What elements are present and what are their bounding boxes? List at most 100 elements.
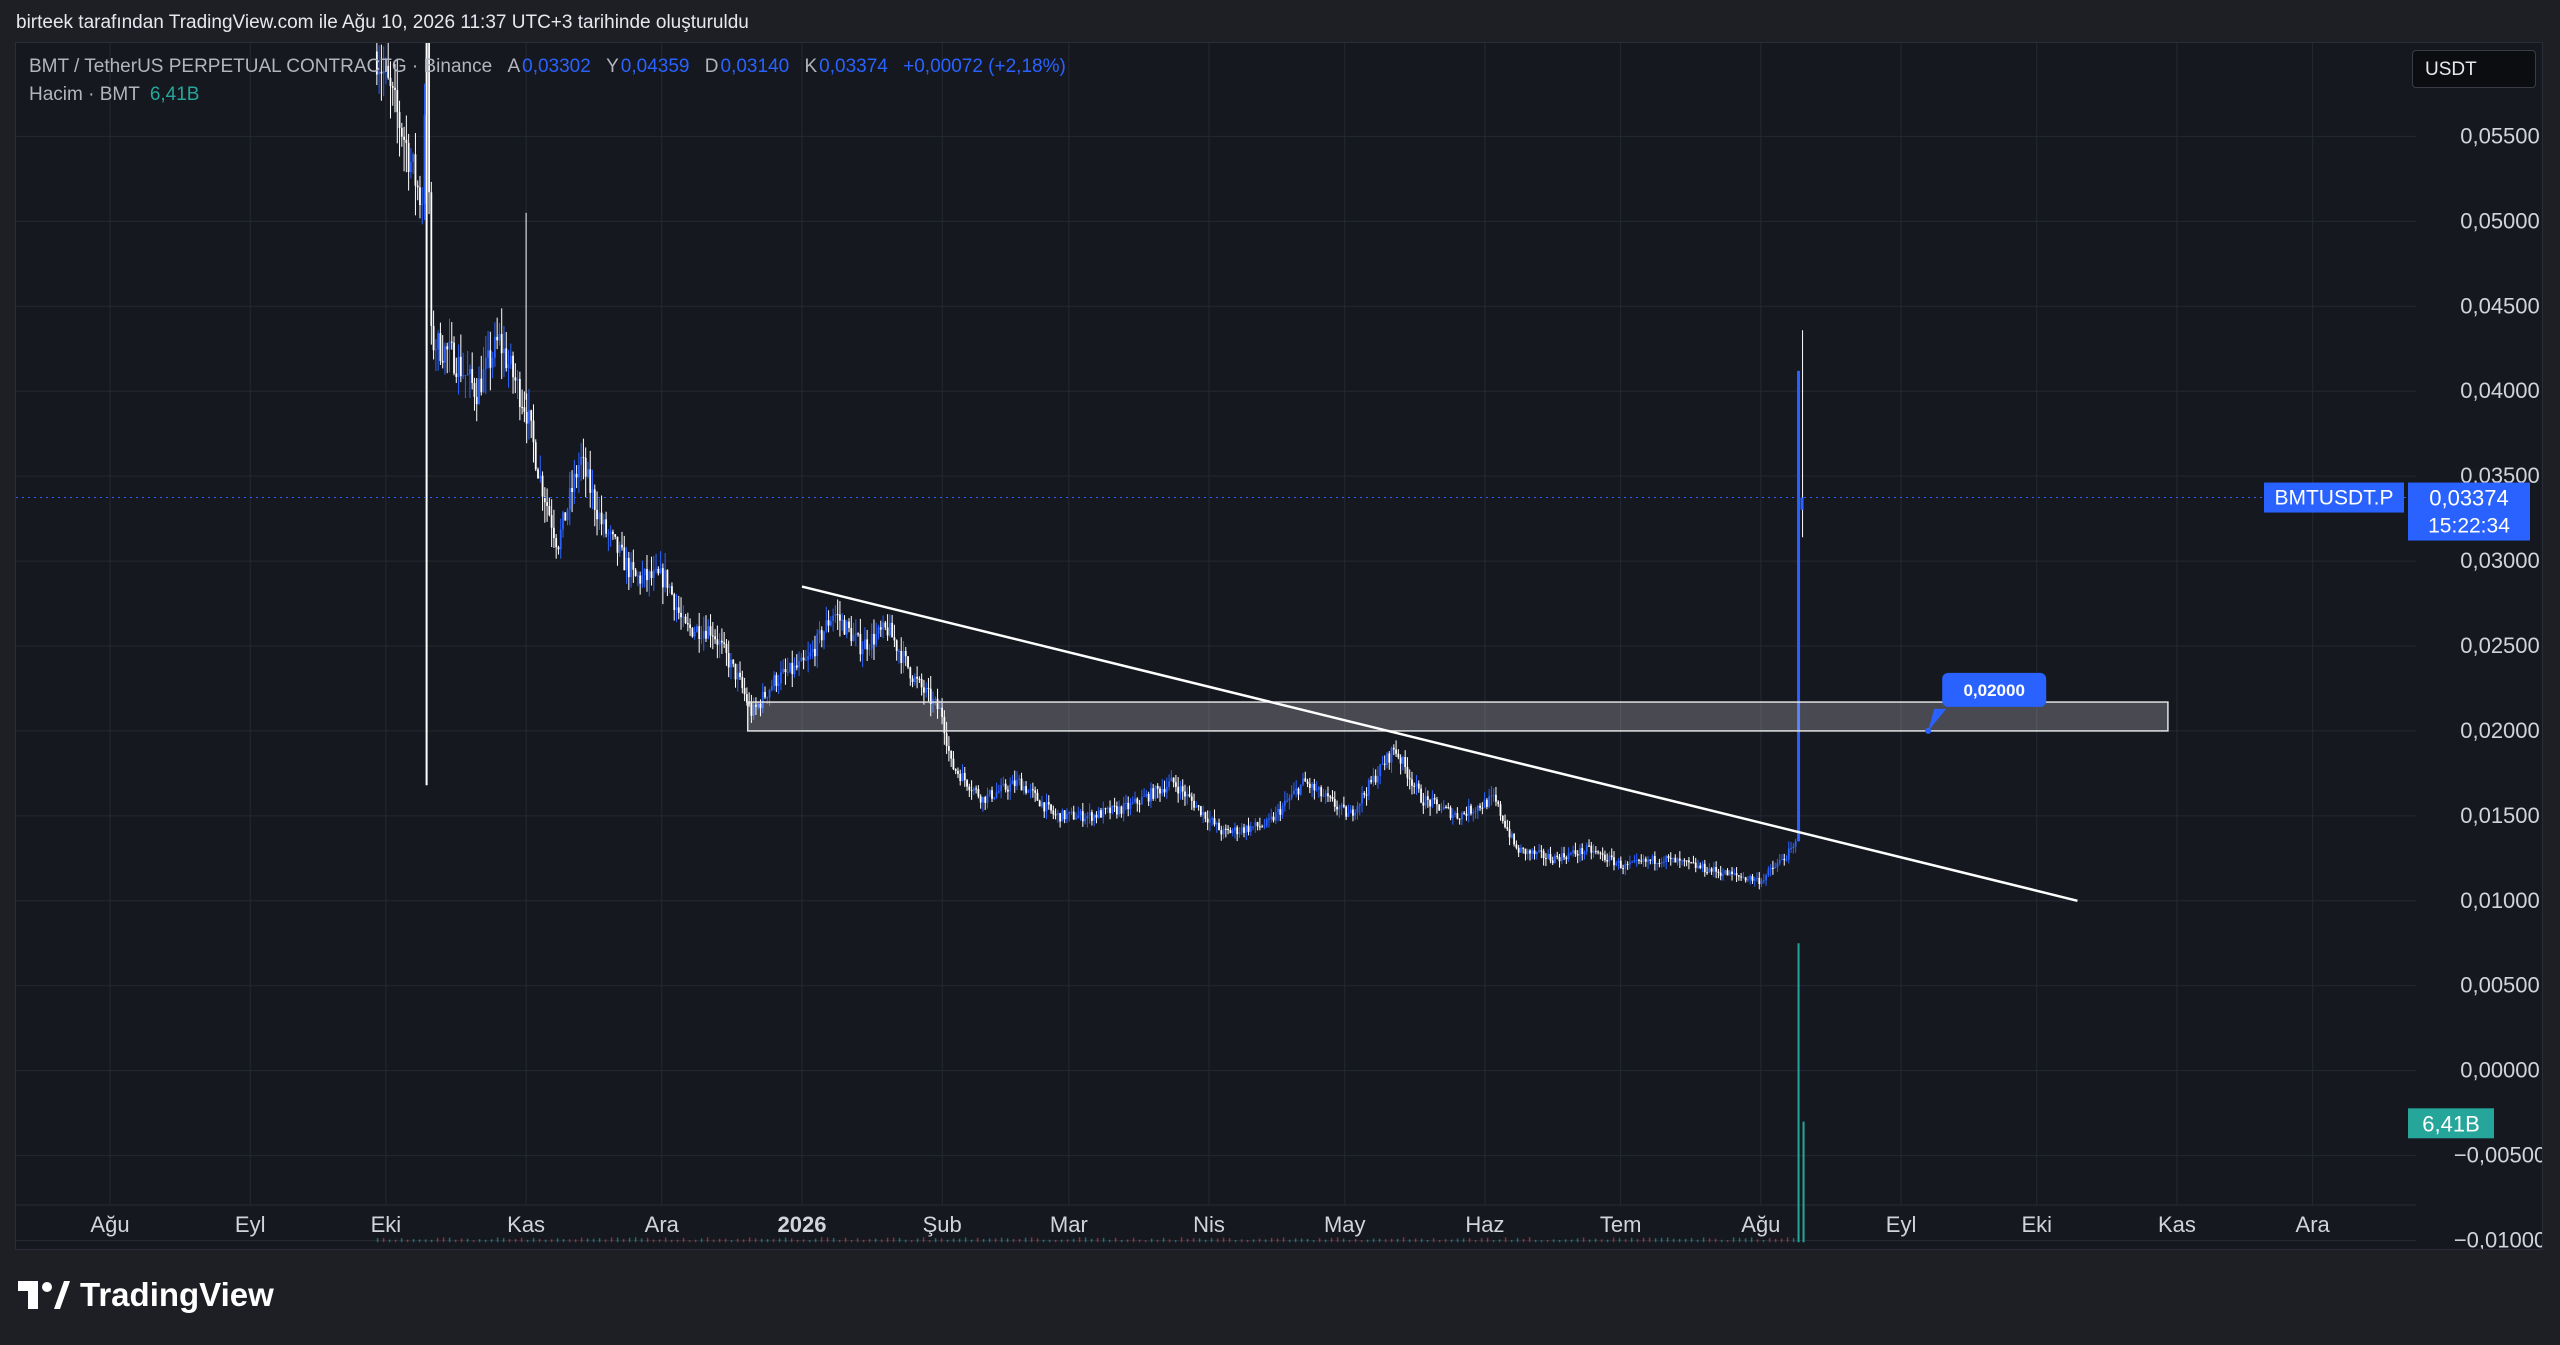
candle-body [1170, 777, 1173, 782]
currency-button[interactable]: USDT [2412, 50, 2536, 88]
candle-body [1406, 767, 1409, 778]
candle-body [1535, 851, 1538, 855]
chart-panel[interactable]: 0,05500 0,05000 0,04500 0,04000 0,03500 0,030… [15, 42, 2543, 1250]
candle-body [918, 678, 921, 680]
candle-body [825, 620, 828, 632]
volume-bar [1324, 1239, 1327, 1243]
candle-body [1417, 783, 1420, 789]
volume-bar [1546, 1239, 1549, 1243]
candle-body [764, 691, 766, 698]
candle-body [888, 622, 891, 636]
candle-body [518, 378, 521, 408]
candle-body [1594, 850, 1597, 852]
candle-body [730, 659, 732, 668]
candle-body [691, 628, 694, 637]
candle-body [1054, 814, 1057, 816]
candle-body [1086, 815, 1089, 819]
candle-body [1644, 858, 1647, 862]
candle-body [693, 631, 696, 637]
candle-body [798, 661, 800, 668]
candle-body [439, 333, 442, 361]
candle-body [1445, 806, 1447, 808]
candle-body [1043, 802, 1046, 812]
candle-body [1508, 829, 1511, 838]
candle-body [1454, 813, 1456, 815]
candle-body [1579, 848, 1581, 856]
symbol-tag[interactable] [2264, 482, 2404, 513]
candle-body [1297, 788, 1300, 795]
volume-bar [898, 1237, 901, 1243]
candle-body [1290, 794, 1293, 799]
candle-body [1295, 788, 1298, 791]
zone-callout-pointer [1928, 708, 1947, 731]
candle-body [564, 512, 567, 521]
volume-bar [868, 1239, 871, 1243]
candle-body [1642, 858, 1645, 862]
candle-body [573, 473, 576, 493]
candle-body [503, 348, 505, 354]
volume-bar [1192, 1238, 1195, 1243]
candle-body [702, 630, 705, 639]
candle-body [1401, 757, 1404, 764]
candle-body [1340, 804, 1343, 808]
volume-bar [1540, 1240, 1543, 1243]
candle-body [705, 630, 707, 639]
candle-body [1697, 865, 1699, 868]
candle-body [1556, 855, 1559, 858]
price-chart[interactable]: 0,055000,050000,045000,040000,035000,030… [16, 43, 2542, 1249]
candle-body [1638, 859, 1640, 861]
volume-badge[interactable] [2408, 1108, 2494, 1139]
candle-body [982, 796, 984, 803]
candle-body [1188, 794, 1191, 797]
candle-body [419, 187, 421, 205]
last-price-box[interactable] [2408, 482, 2530, 541]
candle-body [811, 648, 814, 653]
volume-bar [1456, 1238, 1459, 1243]
tradingview-logo[interactable]: TradingView [18, 1276, 274, 1314]
volume-bar [652, 1239, 655, 1243]
candle-body [1599, 852, 1602, 854]
candle-body [743, 688, 746, 695]
volume-bar [1240, 1239, 1243, 1243]
candle-body [741, 677, 744, 689]
candle-body [898, 650, 900, 652]
x-tick-label: Nis [1193, 1212, 1225, 1237]
candle-body [1526, 850, 1529, 855]
trendline[interactable] [801, 585, 2078, 903]
volume-bar [664, 1237, 667, 1243]
volume-bar [1642, 1237, 1645, 1243]
candle-body [873, 633, 875, 645]
candle-body [1787, 848, 1790, 860]
candle-body [462, 375, 465, 377]
volume-bar [916, 1238, 919, 1243]
zone-callout-box[interactable] [1942, 672, 2047, 707]
symbol-name[interactable]: BMT / TetherUS PERPETUAL CONTRACT [29, 56, 392, 77]
volume-label[interactable]: Hacim · BMT [29, 84, 140, 105]
volume-bar [994, 1238, 997, 1243]
candle-body [1072, 811, 1075, 820]
candle-body [455, 373, 458, 378]
candle-body [1447, 806, 1450, 808]
candle-body [1004, 783, 1007, 790]
candle-body [963, 772, 966, 781]
candle-body [1115, 806, 1118, 815]
candle-body [1422, 802, 1425, 806]
x-tick-label: Ağu [1741, 1212, 1780, 1237]
candle-body [1765, 875, 1767, 881]
candle-body [827, 620, 830, 626]
volume-bar [1306, 1238, 1309, 1243]
candle-body [400, 127, 403, 137]
candle-body [1238, 832, 1241, 835]
candle-body [498, 334, 501, 341]
volume-bar [1708, 1238, 1711, 1243]
candle-body [1490, 795, 1493, 797]
candle-body [886, 627, 889, 636]
volume-bar [862, 1239, 865, 1243]
candle-body [1733, 873, 1736, 875]
volume-bar [1582, 1237, 1585, 1243]
volume-bar [1096, 1237, 1099, 1243]
volume-bar [934, 1238, 937, 1243]
candle-body [1735, 873, 1738, 876]
candle-body [1497, 801, 1500, 805]
candle-body [893, 637, 896, 641]
